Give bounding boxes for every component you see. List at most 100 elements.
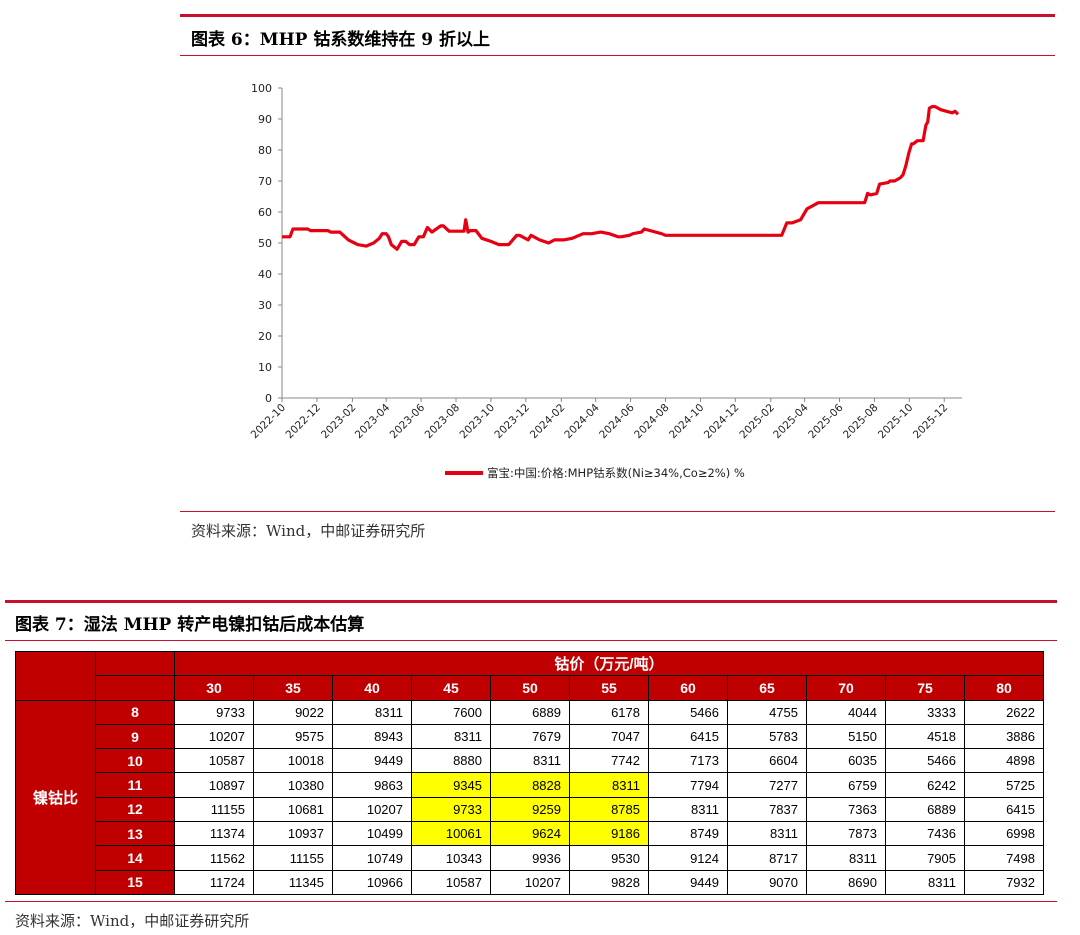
table-cell: 5466 [885, 748, 965, 774]
table-cell: 10749 [332, 845, 412, 871]
table-cell: 6242 [885, 772, 965, 798]
row-header: 13 [95, 821, 175, 847]
figure6-bottom-rule [180, 511, 1055, 512]
col-header: 45 [411, 675, 491, 701]
x-tick-label: 2023-02 [319, 402, 359, 442]
table-row: 15 11724 11345 10966 10587 10207 9828 9449 9070 8… [16, 869, 1044, 895]
chart-legend: 富宝:中国:价格:MHP钴系数(Ni≥34%,Co≥2%) % [445, 466, 745, 480]
col-header: 60 [648, 675, 728, 701]
col-group-label: 钴价（万元/吨） [174, 650, 1044, 677]
col-header: 80 [964, 675, 1044, 701]
table-cell: 9022 [253, 699, 333, 725]
x-tick-label: 2024-08 [632, 402, 672, 442]
x-tick-label: 2022-12 [284, 402, 324, 442]
figure7-title-rule [5, 640, 1057, 641]
x-axis: 2022-102022-122023-022023-042023-062023-… [249, 397, 962, 442]
col-header: 35 [253, 675, 333, 701]
table-cell: 10897 [174, 772, 254, 798]
table-cell: 11374 [174, 821, 254, 847]
y-tick-label: 70 [258, 175, 272, 188]
table-cell: 7742 [569, 748, 649, 774]
col-header: 55 [569, 675, 649, 701]
table-cell: 10343 [411, 845, 491, 871]
table-cell: 8311 [332, 699, 412, 725]
table-cell: 7794 [648, 772, 728, 798]
table-cell: 10207 [490, 869, 570, 895]
x-tick-label: 2023-10 [458, 402, 498, 442]
table-cell: 2622 [964, 699, 1044, 725]
table-cell: 9624 [490, 821, 570, 847]
y-tick-label: 20 [258, 330, 272, 343]
x-tick-label: 2025-08 [841, 402, 881, 442]
table-cell: 10207 [174, 723, 254, 750]
table-cell: 8785 [569, 796, 649, 823]
table-cell: 7436 [885, 821, 965, 847]
table-cell: 10587 [174, 748, 254, 774]
y-tick-label: 0 [265, 392, 272, 405]
row-group-label: 镍钴比 [15, 699, 96, 895]
table-cell: 9863 [332, 772, 412, 798]
table-cell: 5150 [806, 723, 886, 750]
x-tick-label: 2025-06 [806, 401, 846, 441]
table-cell: 8311 [806, 845, 886, 871]
figure6-title-rule [180, 55, 1055, 56]
table-cell: 6178 [569, 699, 649, 725]
y-tick-label: 100 [251, 82, 272, 95]
row-header: 12 [95, 796, 175, 823]
row-header: 9 [95, 723, 175, 750]
table-cell: 7600 [411, 699, 491, 725]
table-cell: 5783 [727, 723, 807, 750]
table-cell: 7173 [648, 748, 728, 774]
table-cell: 9449 [648, 869, 728, 895]
table-cell: 5725 [964, 772, 1044, 798]
table-cell: 6889 [885, 796, 965, 823]
table-cell: 7047 [569, 723, 649, 750]
table-cell: 10061 [411, 821, 491, 847]
table-cell: 6998 [964, 821, 1044, 847]
row-header: 11 [95, 772, 175, 798]
table-cell: 11562 [174, 845, 254, 871]
figure6-title: 图表 6：MHP 钴系数维持在 9 折以上 [191, 30, 490, 50]
table-cell: 9124 [648, 845, 728, 871]
table-cell: 10499 [332, 821, 412, 847]
series-layer [282, 104, 960, 251]
table-cell: 11155 [253, 845, 333, 871]
table-cell: 6415 [964, 796, 1044, 823]
figure7-source: 资料来源：Wind，中邮证券研究所 [15, 912, 250, 930]
table-cell: 9449 [332, 748, 412, 774]
x-tick-label: 2024-04 [562, 401, 602, 441]
table-cell: 7363 [806, 796, 886, 823]
table-corner-cell [95, 650, 175, 677]
table-cell: 8311 [490, 748, 570, 774]
series-line [282, 104, 960, 251]
table-cell: 10018 [253, 748, 333, 774]
figure7-top-rule [5, 600, 1057, 603]
table-row: 11 10897 10380 9863 9345 8828 8311 7794 7277 6759… [16, 772, 1044, 798]
x-tick-label: 2023-12 [492, 402, 532, 442]
x-tick-label: 2024-12 [702, 402, 742, 442]
table-cell: 9575 [253, 723, 333, 750]
table-cell: 9530 [569, 845, 649, 871]
table-cell: 7277 [727, 772, 807, 798]
table-cell: 11345 [253, 869, 333, 895]
table-cell: 11155 [174, 796, 254, 823]
x-tick-label: 2023-08 [423, 402, 463, 442]
x-tick-label: 2025-12 [911, 402, 951, 442]
table-cell: 6759 [806, 772, 886, 798]
table-cell: 8311 [411, 723, 491, 750]
y-axis: 0 10 20 30 40 50 60 70 80 90 100 [251, 82, 283, 405]
table-cell: 9345 [411, 772, 491, 798]
table-cell: 10681 [253, 796, 333, 823]
table-cell: 9070 [727, 869, 807, 895]
table-cell: 8311 [648, 796, 728, 823]
table-row: 12 11155 10681 10207 9733 9259 8785 8311 7837 736… [16, 796, 1044, 823]
table-cell: 8311 [727, 821, 807, 847]
col-header: 70 [806, 675, 886, 701]
figure6-source: 资料来源：Wind，中邮证券研究所 [191, 522, 426, 540]
legend-label: 富宝:中国:价格:MHP钴系数(Ni≥34%,Co≥2%) % [487, 466, 745, 480]
table-cell: 11724 [174, 869, 254, 895]
row-header: 15 [95, 869, 175, 895]
table-cell: 10587 [411, 869, 491, 895]
table-cell: 7837 [727, 796, 807, 823]
